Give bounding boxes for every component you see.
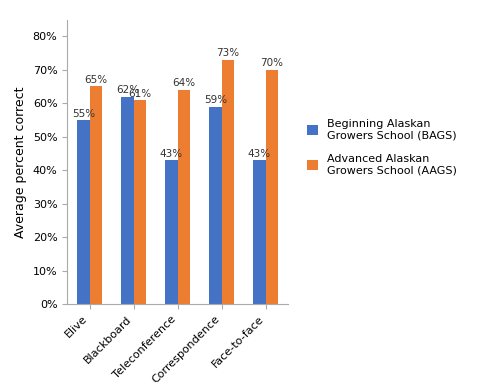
Text: 62%: 62% <box>116 85 139 95</box>
Text: 43%: 43% <box>248 149 271 159</box>
Text: 43%: 43% <box>160 149 183 159</box>
Bar <box>209 106 222 304</box>
Text: 59%: 59% <box>204 95 227 105</box>
Text: 73%: 73% <box>216 48 240 58</box>
Bar <box>165 160 178 304</box>
Bar <box>253 160 265 304</box>
Y-axis label: Average percent correct: Average percent correct <box>14 86 27 238</box>
Bar <box>133 100 146 304</box>
Text: 61%: 61% <box>128 89 151 99</box>
Text: 64%: 64% <box>172 78 195 89</box>
Bar <box>121 97 133 304</box>
Bar <box>77 120 90 304</box>
Text: 70%: 70% <box>260 58 283 68</box>
Bar <box>178 90 190 304</box>
Bar <box>265 70 278 304</box>
Bar <box>90 87 102 304</box>
Bar <box>222 60 234 304</box>
Text: 55%: 55% <box>72 109 95 119</box>
Legend: Beginning Alaskan
Growers School (BAGS), Advanced Alaskan
Growers School (AAGS): Beginning Alaskan Growers School (BAGS),… <box>302 115 461 180</box>
Text: 65%: 65% <box>84 75 108 85</box>
